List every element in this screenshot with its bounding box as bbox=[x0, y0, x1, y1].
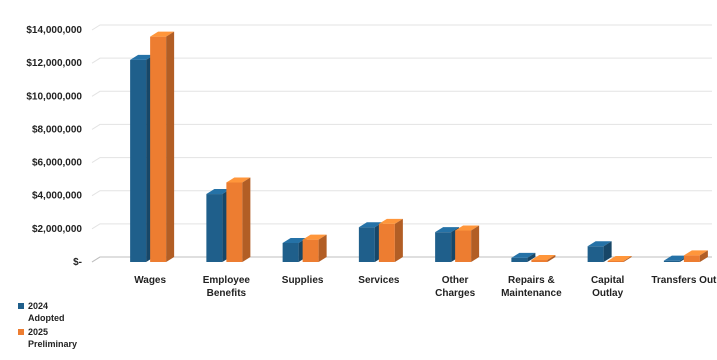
legend-label-2024: 2024 Adopted bbox=[28, 301, 65, 323]
bar bbox=[511, 252, 536, 262]
bar-front bbox=[378, 223, 395, 262]
legend-label-2025: 2025 Preliminary bbox=[28, 327, 78, 349]
bar bbox=[226, 177, 251, 262]
y-tick-label: $6,000,000 bbox=[32, 158, 82, 169]
x-tick-label: Supplies bbox=[282, 275, 324, 286]
bar bbox=[302, 234, 327, 262]
legend-swatch-2024 bbox=[18, 303, 24, 309]
bar-side bbox=[603, 241, 612, 262]
bar-side bbox=[318, 234, 327, 262]
bar-front bbox=[607, 261, 624, 262]
legend-item-2024: 2024 Adopted bbox=[18, 300, 88, 324]
gridline bbox=[91, 157, 712, 163]
x-axis: Wages Employee Benefits Supplies Services Oth… bbox=[134, 275, 717, 299]
gridline bbox=[91, 223, 712, 230]
gridline bbox=[91, 57, 712, 64]
bar-front bbox=[226, 182, 243, 262]
bar-front bbox=[150, 36, 167, 262]
legend-swatch-2025 bbox=[18, 329, 24, 335]
y-tick-label: $14,000,000 bbox=[26, 25, 82, 36]
bar-front bbox=[455, 230, 472, 262]
x-tick-label: Wages bbox=[134, 275, 166, 286]
bar-front bbox=[282, 242, 299, 262]
y-tick-label: $8,000,000 bbox=[32, 124, 82, 135]
x-tick-label: Transfers Out bbox=[651, 275, 717, 286]
bar-front bbox=[587, 246, 604, 262]
bar bbox=[587, 241, 612, 262]
y-tick-label: $10,000,000 bbox=[26, 91, 82, 102]
bar bbox=[683, 250, 708, 262]
y-axis: $- $2,000,000 $4,000,000 $6,000,000 $8,000,0… bbox=[26, 25, 82, 268]
bar-side bbox=[242, 177, 251, 262]
legend: 2024 Adopted 2025 Preliminary bbox=[18, 300, 88, 352]
gridlines bbox=[91, 24, 712, 263]
bar-front bbox=[302, 239, 319, 262]
bar bbox=[531, 255, 556, 262]
bar-front bbox=[531, 260, 548, 262]
gridline bbox=[91, 90, 712, 97]
bar-front bbox=[511, 257, 528, 262]
x-tick-label: Capital Outlay bbox=[591, 275, 625, 299]
bar-front bbox=[358, 227, 375, 262]
x-tick-label: Other Charges bbox=[435, 275, 475, 299]
x-tick-label: Services bbox=[358, 275, 400, 286]
bar-side bbox=[471, 225, 480, 262]
legend-item-2025: 2025 Preliminary bbox=[18, 326, 88, 350]
bar bbox=[150, 31, 175, 262]
bar-side bbox=[166, 31, 175, 262]
bar-front bbox=[663, 260, 680, 262]
bar-side bbox=[699, 250, 708, 262]
bar-front bbox=[683, 255, 700, 262]
bar-front bbox=[206, 194, 223, 262]
x-tick-label: Employee Benefits bbox=[203, 275, 251, 299]
y-tick-label: $2,000,000 bbox=[32, 224, 82, 235]
y-tick-label: $4,000,000 bbox=[32, 191, 82, 202]
bar-side bbox=[623, 256, 632, 262]
bar-top bbox=[531, 255, 556, 261]
y-tick-label: $12,000,000 bbox=[26, 58, 82, 69]
floor-edge bbox=[91, 256, 101, 263]
bar bbox=[607, 256, 632, 262]
bar-side bbox=[394, 218, 403, 262]
bar-side bbox=[527, 252, 536, 262]
bars bbox=[130, 31, 708, 263]
bar-front bbox=[130, 59, 147, 263]
gridline bbox=[91, 190, 712, 197]
bar bbox=[455, 225, 480, 262]
gridline bbox=[91, 123, 712, 130]
bar-front bbox=[435, 232, 452, 262]
bar-side bbox=[547, 255, 556, 262]
gridline bbox=[91, 24, 712, 31]
y-tick-label: $- bbox=[73, 257, 82, 268]
x-tick-label: Repairs & Maintenance bbox=[501, 275, 562, 299]
bar bbox=[378, 218, 403, 262]
